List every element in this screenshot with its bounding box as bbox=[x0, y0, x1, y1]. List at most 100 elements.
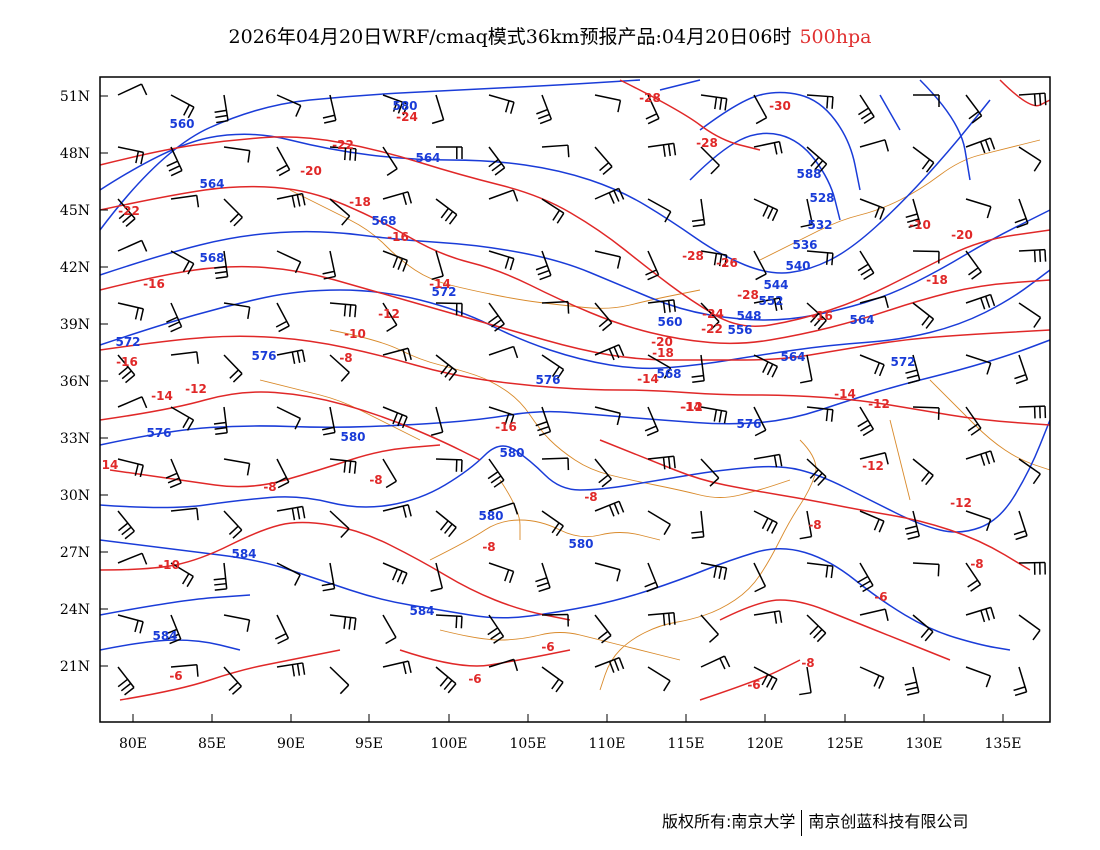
wind-barb-flag bbox=[1015, 535, 1028, 541]
wind-barb-flag bbox=[555, 681, 564, 693]
border-line bbox=[889, 419, 911, 501]
wind-barb-flag bbox=[182, 260, 190, 272]
wind-barb-flag bbox=[246, 619, 251, 632]
wind-barb-flag bbox=[402, 103, 409, 116]
wind-barb-staff bbox=[117, 510, 135, 532]
wind-barb-flag bbox=[294, 261, 302, 274]
temperature-label: -28 bbox=[696, 136, 718, 150]
wind-barb-flag bbox=[535, 264, 548, 271]
wind-barb-flag bbox=[766, 363, 774, 376]
wind-barb-flag bbox=[460, 616, 463, 629]
wind-barb-staff bbox=[647, 142, 674, 148]
wind-barb-flag bbox=[396, 570, 403, 583]
wind-barb-flag bbox=[490, 631, 502, 640]
wind-barb-staff bbox=[647, 354, 671, 369]
height-label: 576 bbox=[535, 373, 560, 387]
wind-barb-flag bbox=[118, 366, 129, 376]
lat-label: 45N bbox=[60, 203, 90, 219]
wind-barb-staff bbox=[329, 198, 351, 217]
wind-barb-staff bbox=[647, 250, 660, 276]
wind-barb-flag bbox=[644, 425, 657, 432]
wind-barb-flag bbox=[618, 500, 625, 513]
temperature-label: -16 bbox=[116, 355, 138, 369]
wind-barb-flag bbox=[392, 256, 399, 269]
lon-label: 100E bbox=[431, 736, 468, 752]
wind-barb-flag bbox=[771, 209, 779, 222]
wind-barb-flag bbox=[321, 582, 334, 587]
wind-barb-staff bbox=[647, 94, 660, 119]
wind-barb-flag bbox=[691, 530, 704, 534]
wind-barb-staff bbox=[806, 666, 812, 693]
wind-barb-flag bbox=[232, 529, 243, 539]
height-label: 548 bbox=[736, 309, 761, 323]
wind-barb-flag bbox=[831, 96, 834, 109]
wind-barb-staff bbox=[223, 250, 229, 277]
wind-barb-flag bbox=[275, 476, 287, 484]
wind-barb-flag bbox=[967, 579, 979, 588]
wind-barb-flag bbox=[196, 351, 200, 364]
wind-barb-flag bbox=[539, 274, 552, 281]
wind-barb-flag bbox=[817, 476, 827, 487]
lon-label: 120E bbox=[747, 736, 784, 752]
wind-barb-staff bbox=[329, 302, 356, 307]
height-labels: 580 560 564 564 568 568 572 572 576 576 576 580 580 5… bbox=[115, 99, 915, 643]
height-label: 532 bbox=[807, 218, 832, 232]
wind-barb-flag bbox=[859, 580, 871, 588]
wind-barb-staff bbox=[382, 302, 398, 326]
wind-barb-staff bbox=[541, 198, 565, 214]
wind-barb-flag bbox=[980, 453, 986, 466]
wind-barb-flag bbox=[1013, 686, 1026, 692]
wind-barb-staff bbox=[753, 198, 778, 211]
wind-barb-flag bbox=[455, 616, 458, 629]
wind-barb-flag bbox=[535, 577, 548, 583]
wind-barb-staff bbox=[541, 94, 553, 120]
wind-barb-flag bbox=[278, 169, 290, 177]
wind-barb-flag bbox=[907, 535, 920, 540]
wind-barb-staff bbox=[170, 194, 197, 200]
wind-barb-flag bbox=[539, 118, 552, 125]
wind-barb-flag bbox=[691, 374, 704, 378]
wind-barb-staff bbox=[647, 455, 674, 460]
wind-barb-staff bbox=[753, 250, 767, 275]
wind-barb-flag bbox=[761, 517, 769, 530]
height-label: 540 bbox=[785, 259, 810, 273]
wind-barb-staff bbox=[700, 655, 725, 668]
wind-barb-staff bbox=[806, 302, 827, 321]
wind-barb-flag bbox=[830, 566, 834, 579]
height-contour bbox=[689, 132, 841, 221]
wind-barb-flag bbox=[407, 191, 413, 204]
wind-barb-staff bbox=[594, 94, 621, 102]
wind-barb-flag bbox=[439, 520, 449, 531]
wind-barb-flag bbox=[551, 522, 560, 534]
wind-barb-flag bbox=[567, 145, 570, 158]
wind-barb-flag bbox=[165, 472, 178, 479]
wind-barb-flag bbox=[229, 369, 239, 379]
wind-barb-staff bbox=[806, 458, 827, 478]
wind-barb-flag bbox=[1039, 249, 1042, 262]
wind-barb-flag bbox=[663, 367, 672, 379]
wind-barb-staff bbox=[753, 453, 780, 460]
wind-barb-staff bbox=[647, 510, 671, 526]
wind-barb-staff bbox=[488, 189, 514, 200]
wind-barb-flag bbox=[340, 371, 350, 382]
wind-barb-flag bbox=[860, 268, 872, 276]
wind-barb-flag bbox=[215, 114, 228, 119]
wind-barb-flag bbox=[968, 267, 979, 276]
wind-barb-flag bbox=[1039, 93, 1042, 106]
wind-barb-staff bbox=[859, 562, 874, 586]
wind-barb-staff bbox=[276, 349, 303, 356]
wind-barb-flag bbox=[613, 659, 620, 672]
wind-barb-staff bbox=[276, 94, 302, 107]
wind-barb-staff bbox=[329, 666, 350, 686]
wind-barb-staff bbox=[170, 614, 182, 640]
wind-barb-flag bbox=[990, 450, 996, 463]
wind-barb-flag bbox=[168, 321, 180, 328]
wind-barb-staff bbox=[488, 94, 515, 103]
wind-barb-flag bbox=[125, 374, 136, 384]
wind-barb-flag bbox=[691, 536, 704, 539]
wind-barb-flag bbox=[196, 195, 200, 208]
wind-barb-flag bbox=[134, 463, 139, 476]
wind-barb-flag bbox=[196, 664, 199, 677]
wind-barb-staff bbox=[435, 562, 444, 589]
wind-barb-flag bbox=[816, 632, 827, 643]
